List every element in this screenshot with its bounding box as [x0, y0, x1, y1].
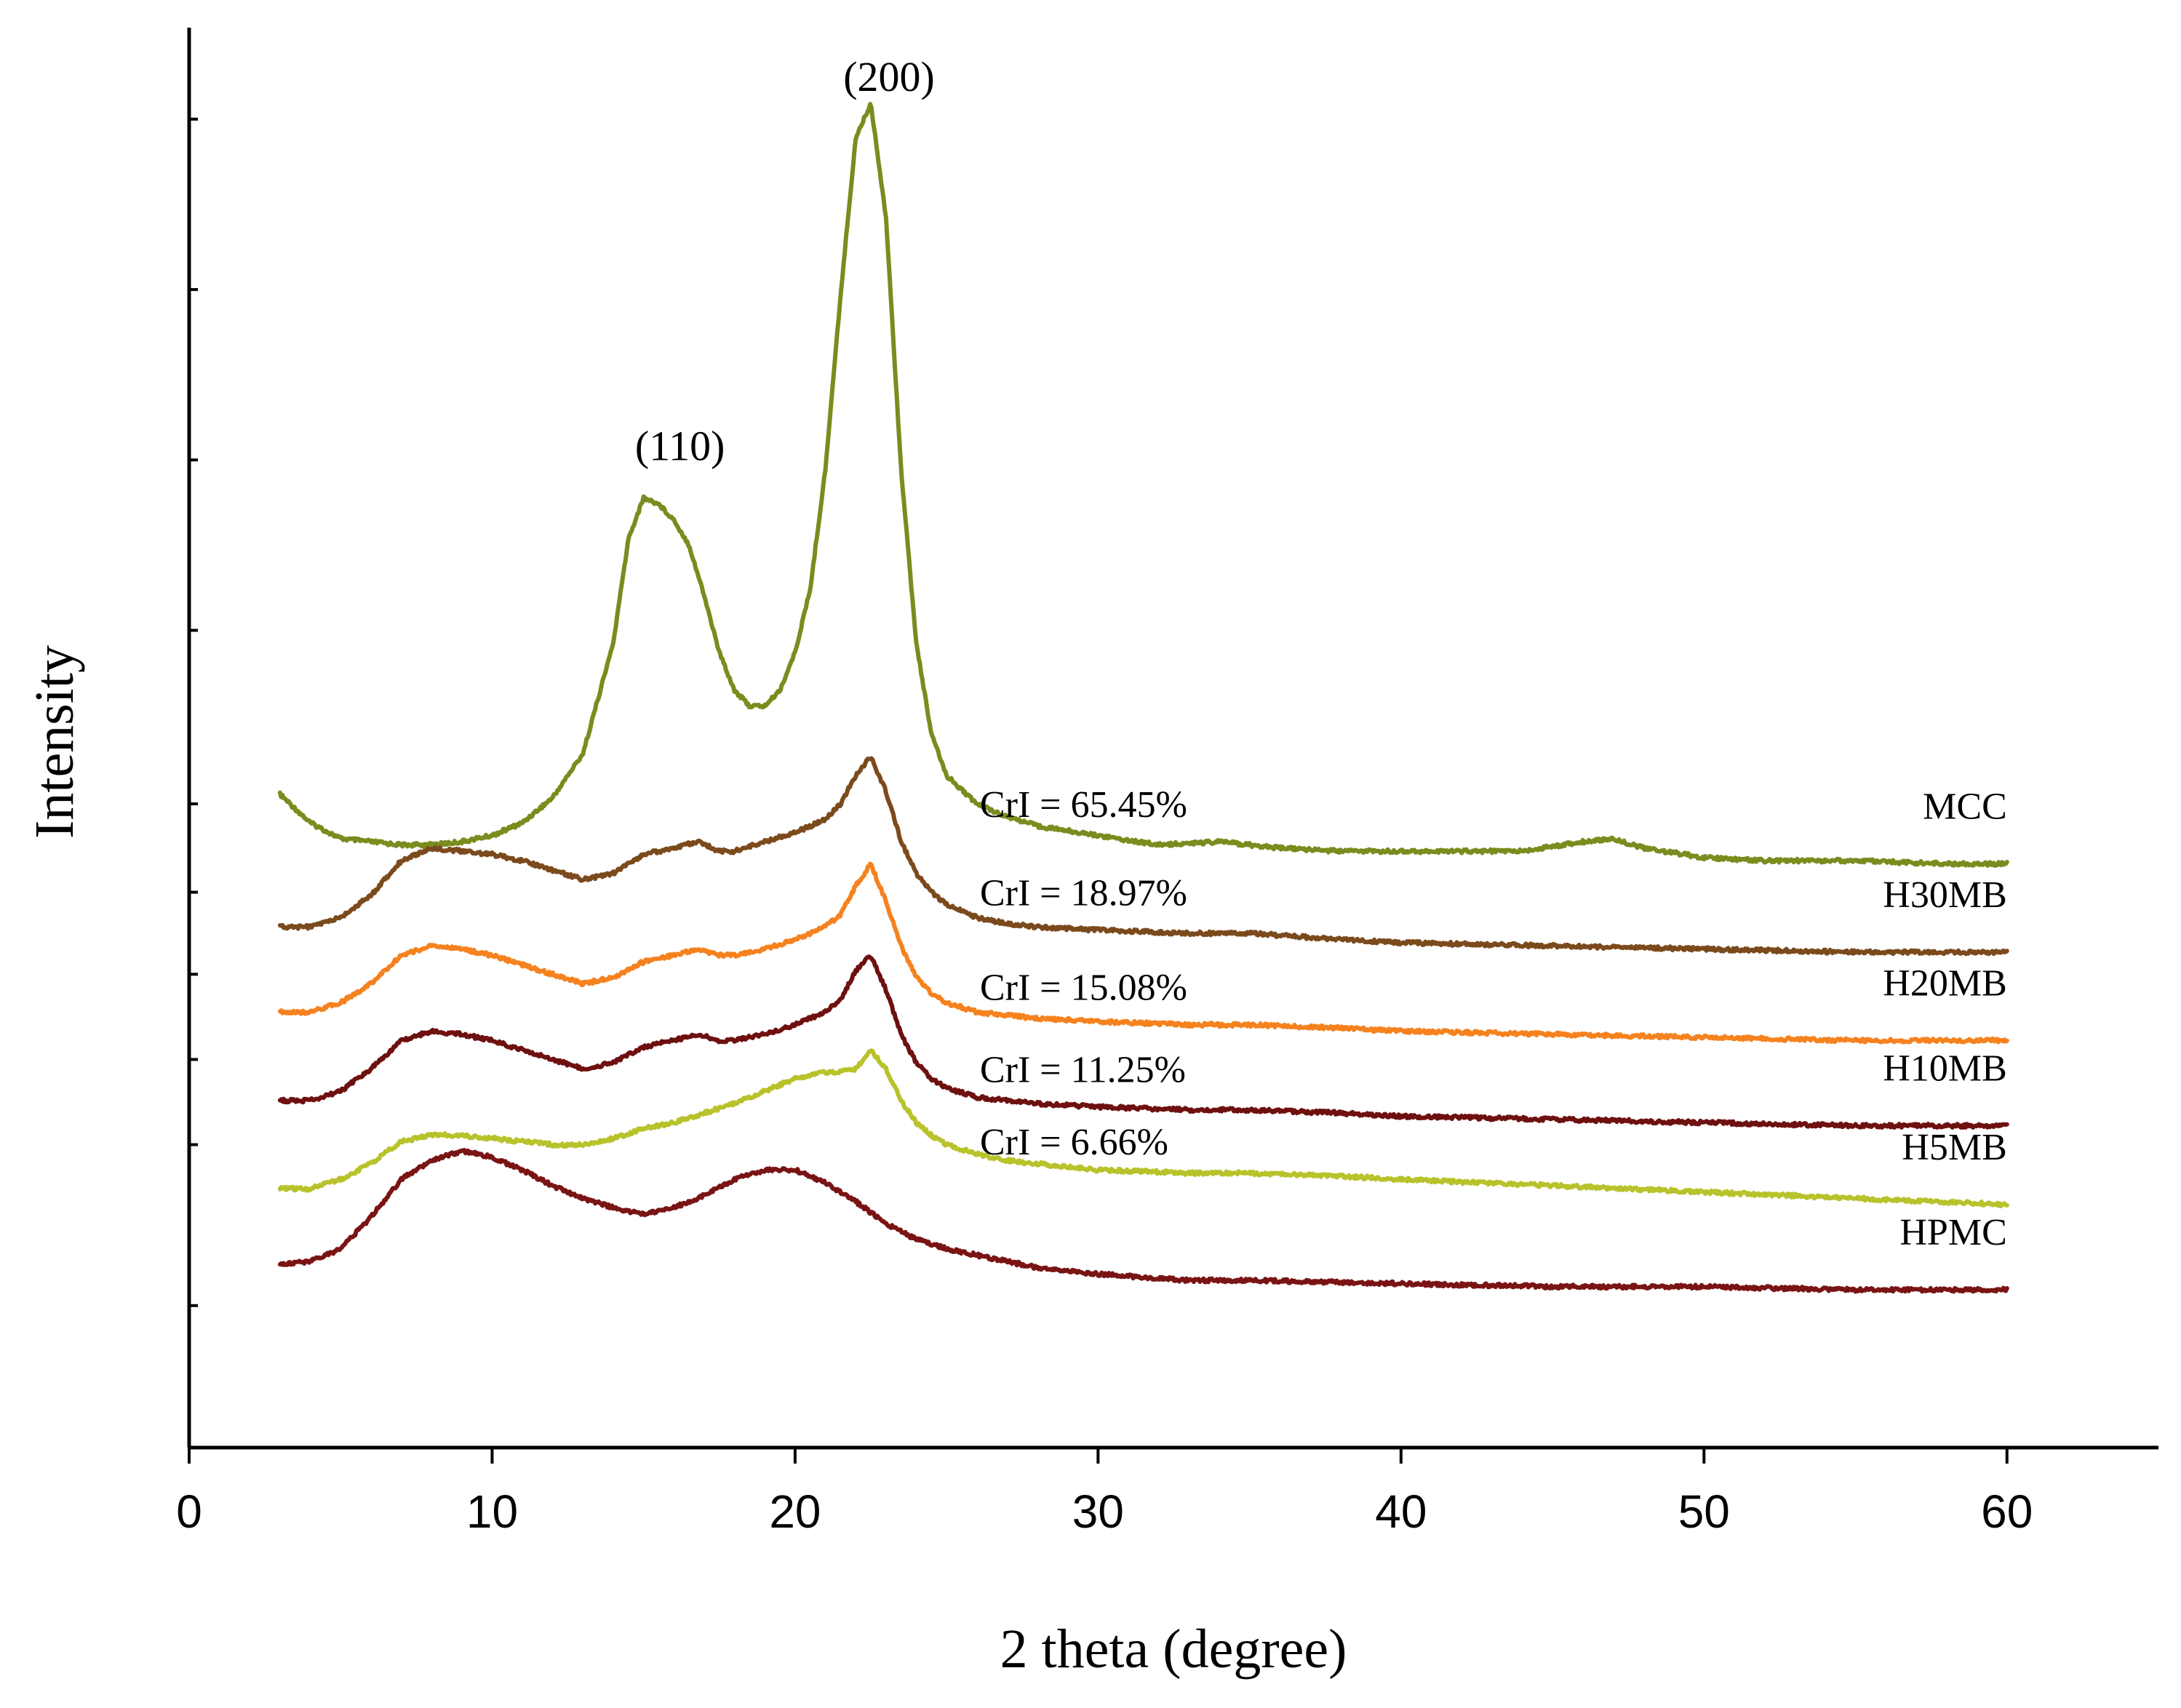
crystallinity-label-mcc: CrI = 65.45%	[980, 784, 1187, 826]
crystallinity-label-h20mb: CrI = 15.08%	[980, 967, 1187, 1009]
series-line-h20mb	[277, 861, 2009, 1045]
axes-layer	[187, 28, 2158, 1450]
series-label-hpmc: HPMC	[1899, 1212, 2006, 1253]
series-label-h10mb: H10MB	[1883, 1048, 2006, 1090]
x-tick-label: 50	[1678, 1485, 1730, 1538]
series-label-h20mb: H20MB	[1883, 962, 2006, 1004]
series-line-h30mb	[277, 756, 2009, 957]
x-axis-label: 2 theta (degree)	[1000, 1619, 1347, 1680]
peak-label: (200)	[843, 53, 935, 100]
crystallinity-label-h5mb: CrI = 6.66%	[980, 1122, 1168, 1163]
series-label-h5mb: H5MB	[1902, 1127, 2006, 1168]
series-layer	[277, 102, 2009, 1294]
series-label-h30mb: H30MB	[1883, 874, 2006, 916]
x-tick-label: 40	[1375, 1485, 1427, 1538]
x-tick-label: 30	[1072, 1485, 1124, 1538]
series-line-mcc	[277, 102, 2009, 868]
x-tick-label: 60	[1981, 1485, 2033, 1538]
ticks-layer: 0 10 20 30 40 50 60	[176, 117, 2033, 1538]
x-tick-label: 20	[769, 1485, 821, 1538]
x-tick-label: 10	[466, 1485, 518, 1538]
crystallinity-label-h10mb: CrI = 11.25%	[980, 1049, 1186, 1090]
series-line-h5mb	[277, 1048, 2009, 1209]
annotation-layer: MCC CrI = 65.45% H30MB CrI = 18.97% H20MB CrI…	[635, 53, 2007, 1253]
series-label-mcc: MCC	[1923, 786, 2007, 828]
peak-label: (110)	[635, 422, 725, 469]
crystallinity-label-h30mb: CrI = 18.97%	[980, 873, 1187, 914]
series-line-hpmc	[277, 1148, 2009, 1294]
y-axis-label: Intensity	[24, 645, 85, 839]
labels-layer: 2 theta (degree) Intensity	[24, 645, 1347, 1680]
series-line-h10mb	[277, 954, 2009, 1130]
x-tick-label: 0	[176, 1485, 202, 1538]
